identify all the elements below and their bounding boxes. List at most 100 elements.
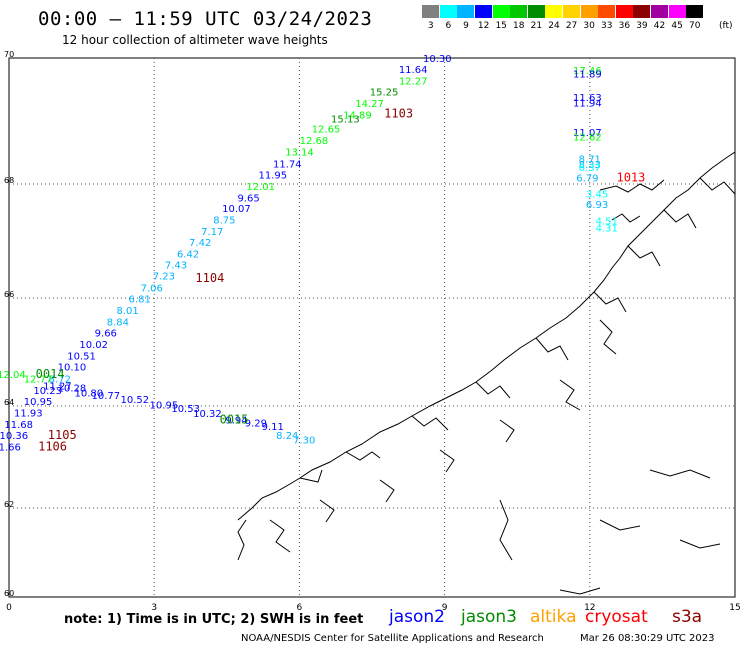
map-title: 00:00 – 11:59 UTC 03/24/2023 (38, 8, 373, 30)
pass-time-label: 1013 (616, 170, 645, 184)
coastline (379, 479, 395, 503)
scale-bin: 27 (563, 5, 581, 31)
wave-height-label: 7.43 (165, 261, 187, 272)
wave-height-label: 15.25 (370, 88, 399, 99)
wave-height-label: 7.17 (201, 227, 223, 238)
wave-height-label: 10.02 (79, 340, 108, 351)
wave-height-label: 10.28 (58, 384, 87, 395)
legend-item: s3a (672, 607, 703, 627)
scale-swatch (492, 5, 510, 18)
scale-swatch (457, 5, 475, 18)
wave-height-label: 10.80 (75, 388, 104, 399)
wave-height-label: 15.13 (331, 115, 360, 126)
generated-timestamp: Mar 26 08:30:29 UTC 2023 (580, 633, 715, 644)
wave-height-label: 3.45 (586, 190, 608, 201)
scale-label: 12 (477, 21, 490, 31)
lat-tick-label: 60 (4, 589, 14, 598)
scale-swatch (580, 5, 598, 18)
scale-bin: 30 (580, 5, 598, 31)
wave-height-label: 10.10 (58, 363, 87, 374)
lat-tick-label: 68 (4, 176, 14, 185)
scale-label: 33 (601, 21, 613, 31)
scale-swatch (439, 5, 457, 18)
coastline (599, 319, 617, 355)
wave-height-label: 4.31 (596, 224, 618, 235)
footer-note: note: 1) Time is in UTC; 2) SWH is in fe… (64, 612, 364, 627)
map-subtitle: 12 hour collection of altimeter wave hei… (62, 33, 328, 47)
wave-height-label: 10.95 (150, 400, 179, 411)
scale-swatch (668, 5, 686, 18)
coastline (475, 381, 511, 399)
scale-bin: 18 (510, 5, 528, 31)
wave-height-label: 13.14 (285, 148, 314, 159)
lat-tick-label: 66 (4, 290, 14, 299)
wave-height-label: 10.32 (193, 409, 222, 420)
wave-height-label: 11.63 (573, 93, 602, 104)
wave-height-label: 8.33 (579, 160, 601, 171)
wave-height-label: 14.27 (355, 99, 384, 110)
pass-time-label: 1103 (384, 106, 413, 120)
wave-height-label: 9.94 (225, 415, 247, 426)
pass-time-label: 0015 (220, 412, 249, 426)
wave-height-label: 11.94 (573, 99, 602, 110)
coastline (649, 469, 711, 479)
color-scale-unit: (ft) (719, 21, 733, 31)
wave-height-label: 11.74 (273, 159, 302, 170)
pass-time-label: 1106 (38, 439, 67, 453)
coastline (599, 179, 665, 193)
scale-bin: 3 (422, 5, 440, 31)
wave-height-label: 11.64 (399, 65, 428, 76)
color-scale: 3 6 9 12 15 18 21 24 27 30 33 36 39 42 45 70 (422, 5, 704, 31)
wave-height-label: 11.93 (14, 408, 43, 419)
scale-swatch (686, 5, 704, 18)
wave-height-label: 6.79 (576, 173, 598, 184)
lat-tick-label: 70 (4, 50, 14, 59)
wave-height-label: 17.46 (573, 66, 602, 77)
wave-height-label: 12.77 (24, 374, 53, 385)
wave-height-label: 10.77 (91, 391, 120, 402)
scale-bin: 24 (545, 5, 563, 31)
coastline (411, 415, 449, 431)
coastline (599, 519, 641, 531)
wave-height-label: 6.42 (177, 249, 199, 260)
scale-swatch (563, 5, 581, 18)
wave-height-label: 14.89 (343, 110, 372, 121)
wave-height-label: 7.23 (153, 272, 175, 283)
wave-height-label: 12.62 (573, 132, 602, 143)
scale-label: 15 (495, 21, 507, 31)
coastline (499, 499, 513, 561)
scale-bin: 45 (668, 5, 686, 31)
scale-bin: 9 (457, 5, 475, 31)
wave-height-label: 11.95 (258, 171, 287, 182)
wave-height-label: 10.95 (24, 397, 53, 408)
coastline (237, 151, 736, 521)
lon-tick-label: 6 (297, 603, 303, 613)
scale-label: 70 (688, 21, 701, 31)
coastline (299, 469, 323, 483)
coastline (237, 519, 247, 561)
lat-tick-label: 62 (4, 500, 14, 509)
coastline (679, 539, 721, 549)
scale-swatch (598, 5, 616, 18)
wave-height-label: 12.65 (312, 124, 341, 135)
coastline (627, 245, 661, 267)
lon-tick-label: 3 (151, 603, 157, 613)
wave-height-label: 10.23 (33, 386, 62, 397)
wave-height-label: 6.81 (129, 295, 151, 306)
coastline (345, 451, 381, 461)
wave-height-label: 7.06 (141, 283, 163, 294)
coastline (499, 419, 515, 443)
legend-item: jason2 (389, 607, 445, 627)
lon-tick-label: 15 (729, 603, 740, 613)
wave-height-label: 10.53 (171, 404, 200, 415)
wave-height-label: 10.51 (67, 351, 96, 362)
scale-bin: 21 (527, 5, 546, 31)
wave-height-label: 9.66 (95, 329, 117, 340)
lon-tick-label: 9 (442, 603, 448, 613)
wave-height-label: 11.66 (0, 442, 21, 453)
wave-height-label: 11.89 (573, 69, 602, 80)
wave-height-label: 11.07 (573, 128, 602, 139)
coastline (699, 177, 736, 195)
scale-label: 42 (653, 21, 666, 31)
wave-height-label: 8.84 (107, 317, 129, 328)
